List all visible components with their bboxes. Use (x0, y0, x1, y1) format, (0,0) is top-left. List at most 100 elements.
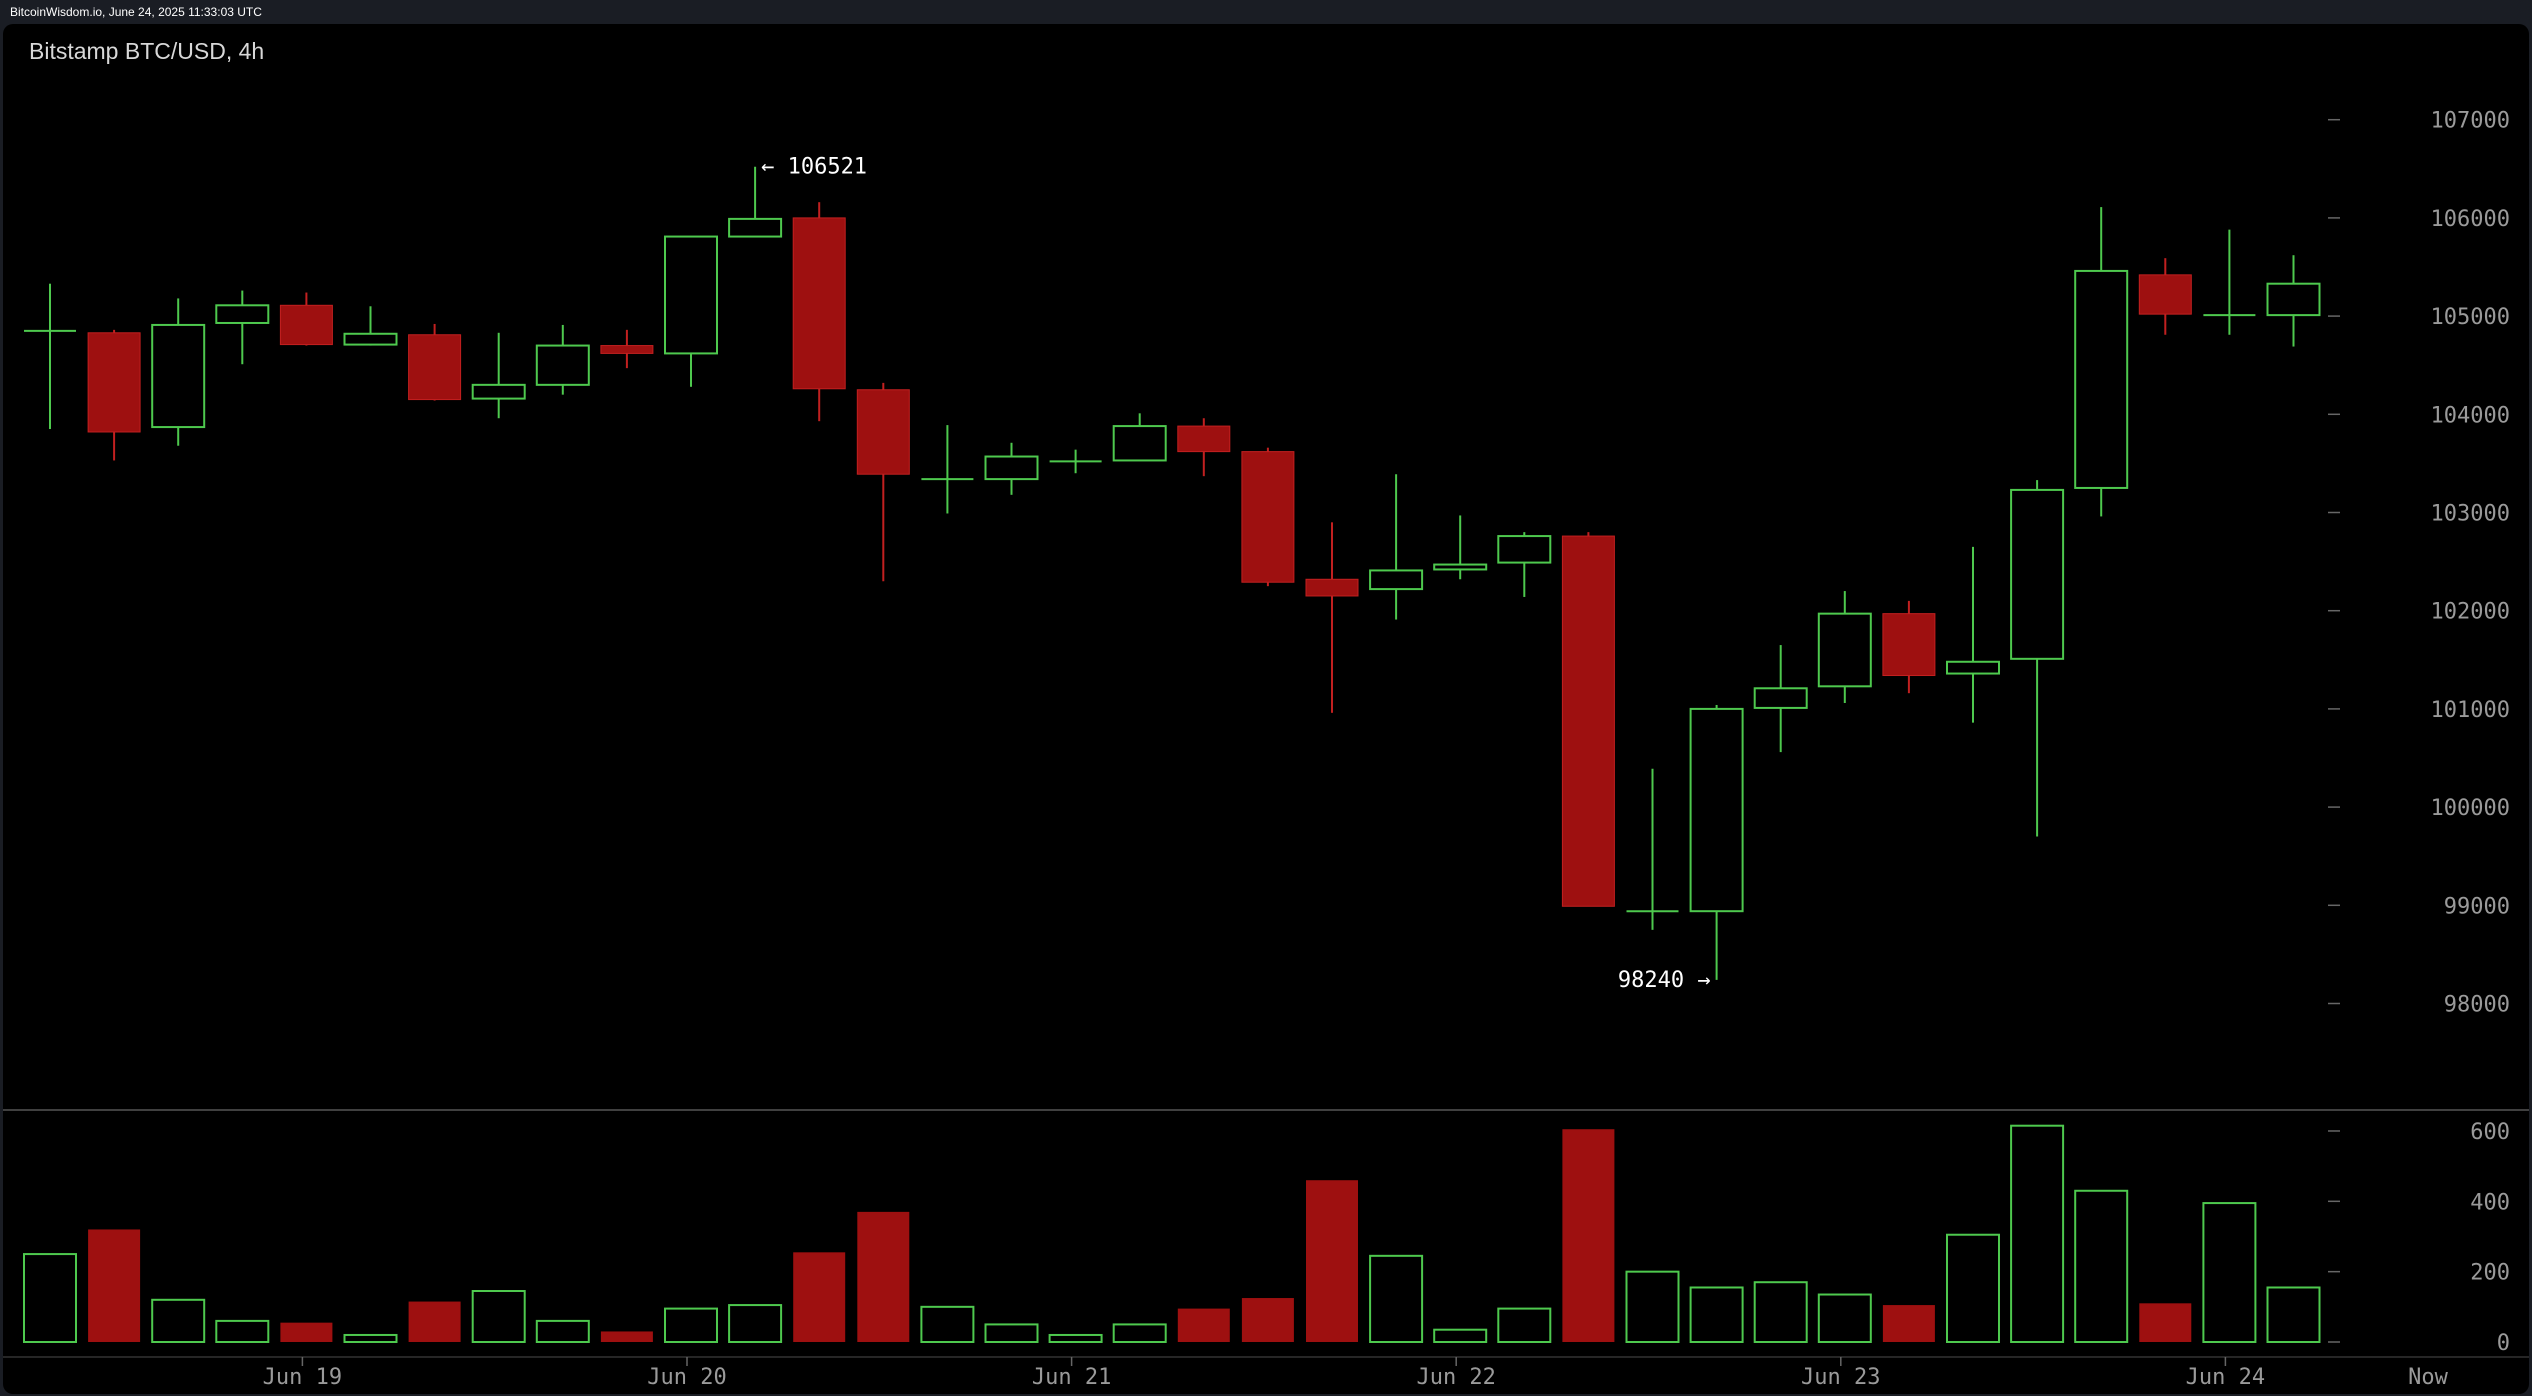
candle-body (279, 304, 333, 346)
candle[interactable] (2266, 255, 2321, 347)
candle[interactable] (728, 166, 783, 238)
volume-bar[interactable] (215, 1319, 270, 1343)
source-timestamp: BitcoinWisdom.io, June 24, 2025 11:33:03… (10, 5, 262, 19)
candle-body (664, 235, 718, 355)
candle[interactable] (1369, 474, 1424, 620)
candle[interactable] (1626, 768, 1679, 930)
volume-bar[interactable] (664, 1307, 718, 1343)
volume-bar[interactable] (793, 1252, 846, 1342)
volume-bar[interactable] (151, 1298, 206, 1344)
volume-bar[interactable] (2074, 1189, 2129, 1344)
volume-bar[interactable] (1369, 1254, 1424, 1343)
candle[interactable] (2010, 480, 2065, 837)
candle[interactable] (1497, 532, 1552, 597)
candle[interactable] (1753, 645, 1808, 753)
time-tick-label: Jun 20 (647, 1365, 726, 1390)
volume-bar[interactable] (1048, 1333, 1103, 1343)
candle[interactable] (1433, 515, 1488, 580)
candle[interactable] (1241, 447, 1295, 587)
candle-body (87, 332, 141, 433)
candle-body (1753, 687, 1808, 709)
volume-bar[interactable] (600, 1331, 653, 1342)
volume-bar[interactable] (1625, 1270, 1680, 1344)
candle-body (2266, 282, 2321, 317)
candle[interactable] (151, 298, 206, 446)
volume-bar[interactable] (343, 1333, 398, 1343)
volume-bar[interactable] (1753, 1281, 1808, 1344)
volume-bar[interactable] (2202, 1202, 2257, 1343)
candle[interactable] (2138, 258, 2192, 335)
volume-tick-label: 0 (2497, 1331, 2510, 1356)
candle[interactable] (1112, 413, 1167, 462)
volume-bar[interactable] (2139, 1303, 2192, 1342)
candle[interactable] (792, 202, 846, 422)
candle[interactable] (279, 292, 333, 346)
candle-body (1946, 660, 2000, 675)
candle[interactable] (1049, 449, 1102, 474)
candle-body (2074, 269, 2129, 489)
price-tick-label: 99000 (2444, 894, 2510, 919)
volume-bar[interactable] (920, 1305, 975, 1343)
candle[interactable] (1561, 532, 1615, 907)
candle[interactable] (1882, 600, 1936, 694)
volume-bar[interactable] (1882, 1305, 1935, 1342)
volume-tick-label: 400 (2470, 1190, 2510, 1215)
candle[interactable] (2074, 207, 2129, 517)
candle[interactable] (984, 442, 1039, 495)
volume-bar[interactable] (23, 1253, 77, 1343)
candle[interactable] (1689, 704, 1744, 980)
volume-bar[interactable] (1241, 1298, 1294, 1342)
volume-bar[interactable] (88, 1229, 141, 1342)
volume-tick-label: 200 (2470, 1261, 2510, 1286)
candle[interactable] (664, 235, 718, 387)
volume-bar[interactable] (1306, 1180, 1358, 1342)
volume-bar[interactable] (1112, 1323, 1167, 1344)
candle-body (1177, 425, 1231, 453)
candle[interactable] (87, 329, 141, 461)
volume-bar[interactable] (1497, 1307, 1552, 1343)
candle[interactable] (408, 323, 462, 401)
candle[interactable] (1177, 418, 1231, 477)
candle[interactable] (471, 332, 526, 419)
volume-bar[interactable] (1817, 1293, 1872, 1344)
volume-bar[interactable] (728, 1304, 783, 1344)
candle-body (1689, 707, 1744, 913)
volume-bar[interactable] (857, 1211, 910, 1342)
candle[interactable] (1946, 546, 2000, 723)
price-tick-label: 105000 (2431, 305, 2510, 330)
volume-bar[interactable] (1562, 1129, 1615, 1342)
candle-body (1112, 425, 1167, 462)
candle-body (151, 323, 206, 429)
candle[interactable] (1305, 522, 1359, 713)
volume-bar[interactable] (1689, 1286, 1744, 1343)
price-tick-label: 98000 (2444, 993, 2510, 1018)
volume-bar[interactable] (1946, 1233, 2000, 1343)
volume-tick-label: 600 (2470, 1120, 2510, 1145)
extreme-price-annotation: ← 106521 (761, 155, 867, 180)
volume-bar[interactable] (1177, 1308, 1230, 1342)
candle-body (408, 334, 462, 401)
candle[interactable] (2203, 229, 2256, 335)
volume-bar[interactable] (535, 1319, 590, 1343)
volume-bar[interactable] (280, 1322, 333, 1342)
volume-bar[interactable] (408, 1301, 461, 1342)
candle[interactable] (24, 283, 76, 430)
candle-body (1369, 569, 1424, 591)
candle[interactable] (600, 329, 654, 369)
volume-bar[interactable] (2010, 1124, 2065, 1343)
volume-bar[interactable] (984, 1323, 1039, 1344)
candle[interactable] (215, 290, 270, 365)
volume-bar[interactable] (471, 1290, 526, 1344)
time-tick-label: Jun 19 (263, 1365, 342, 1390)
candle[interactable] (535, 324, 590, 395)
candle[interactable] (921, 425, 974, 514)
price-axis: 98000 99000 100000 101000 102000 103000 104000… (2328, 109, 2510, 1018)
candle[interactable] (343, 306, 398, 346)
candle-body (1433, 563, 1488, 571)
candle[interactable] (1817, 591, 1872, 704)
volume-bar[interactable] (2266, 1286, 2321, 1343)
volume-bar[interactable] (1433, 1328, 1488, 1344)
candle[interactable] (856, 382, 910, 582)
candle-body (856, 389, 910, 475)
